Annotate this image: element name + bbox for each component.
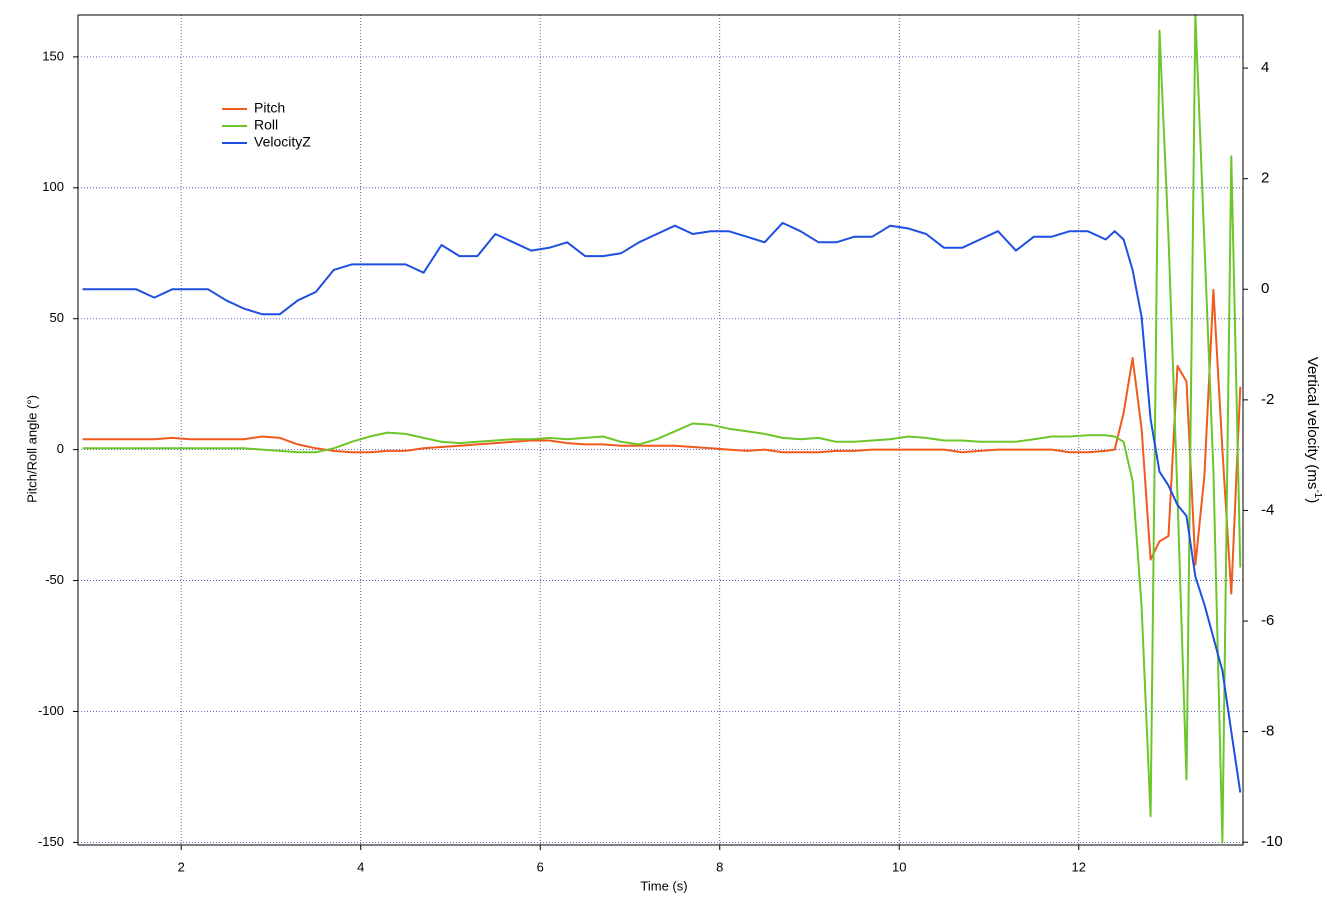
y2-tick-label: 2 <box>1261 170 1269 187</box>
series-line <box>82 288 1242 595</box>
series-line <box>82 221 1242 793</box>
y-tick-label: -100 <box>38 703 64 718</box>
y-tick-label: 150 <box>42 48 64 63</box>
y-axis-label: Pitch/Roll angle (°) <box>24 395 39 503</box>
y-tick-label: 50 <box>50 310 64 325</box>
series-line <box>82 14 1242 844</box>
y-tick-label: -150 <box>38 834 64 849</box>
legend-label: Roll <box>254 117 278 133</box>
x-tick-label: 8 <box>716 859 723 874</box>
x-tick-label: 4 <box>357 859 364 874</box>
y2-tick-label: -10 <box>1261 833 1283 850</box>
legend-label: Pitch <box>254 100 285 116</box>
plot <box>82 14 1242 844</box>
grid <box>78 15 1243 845</box>
x-axis-label: Time (s) <box>640 878 687 893</box>
y2-axis-label-text: Vertical velocity (ms <box>1304 357 1321 490</box>
y2-tick-label: -6 <box>1261 612 1274 629</box>
x-tick-label: 12 <box>1072 859 1086 874</box>
y2-tick-label: -2 <box>1261 391 1274 408</box>
y2-tick-label: -4 <box>1261 501 1274 518</box>
y2-axis-label: Vertical velocity (ms-1) <box>1304 357 1323 503</box>
legend-label: VelocityZ <box>254 134 311 150</box>
y2-axis-label-superscript: -1 <box>1312 489 1323 498</box>
y2-tick-label: 4 <box>1261 59 1269 76</box>
y2-tick-label: -8 <box>1261 723 1274 740</box>
ticks: 2 4 6 8 10 12 -150 -100 -50 0 50 100 150 -10 -8 -6 -4 -2 0… <box>38 48 1283 874</box>
y2-axis-label-suffix: ) <box>1304 498 1321 503</box>
y-tick-label: 100 <box>42 179 64 194</box>
x-tick-label: 2 <box>178 859 185 874</box>
plot-frame <box>77 14 1244 846</box>
x-tick-label: 6 <box>537 859 544 874</box>
y2-tick-label: 0 <box>1261 280 1269 297</box>
x-tick-label: 10 <box>892 859 906 874</box>
y-tick-label: -50 <box>45 572 64 587</box>
y-tick-label: 0 <box>57 441 64 456</box>
